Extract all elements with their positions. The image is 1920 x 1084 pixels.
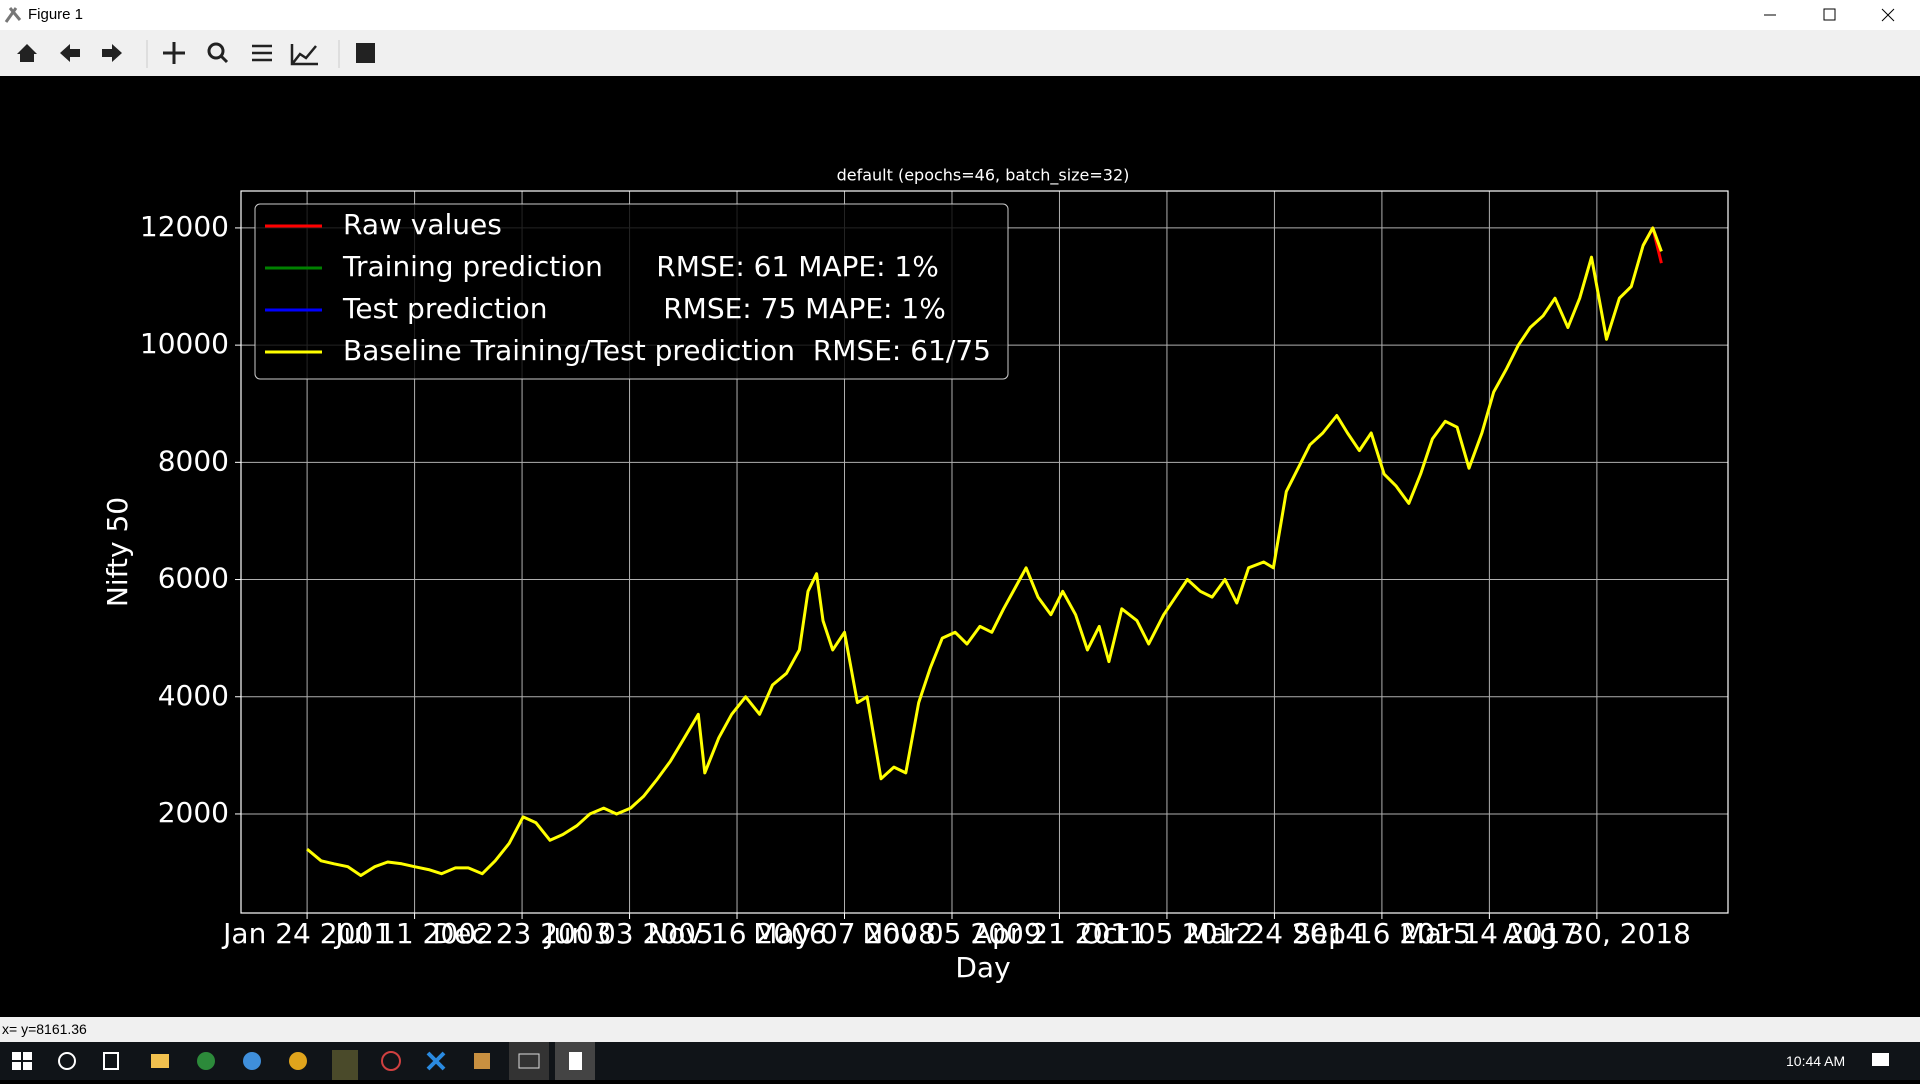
close-button[interactable] xyxy=(1881,8,1895,22)
status-bar: x= y=8161.36 xyxy=(0,1017,1920,1042)
x-tick-label: Dec 23 2003 xyxy=(433,917,612,950)
y-axis-label: Nifty 50 xyxy=(101,497,134,607)
cursor-readout: x= y=8161.36 xyxy=(2,1021,87,1037)
legend-label: Raw values xyxy=(343,208,502,241)
x-tick-label: Nov 05 2009 xyxy=(862,917,1041,950)
task-view-button[interactable] xyxy=(103,1052,119,1070)
y-tick-label: 4000 xyxy=(158,679,229,712)
app-icon[interactable] xyxy=(381,1051,401,1071)
app-icon-active[interactable] xyxy=(332,1050,358,1080)
x-tick-label: Oct 05 2012 xyxy=(1080,917,1253,950)
app-icon[interactable] xyxy=(474,1053,490,1069)
x-tick-label: Apr 21 2011 xyxy=(973,917,1146,950)
app-glyph xyxy=(518,1053,540,1069)
x-tick-label: Jun 03 2005 xyxy=(543,917,713,950)
notifications-button[interactable] xyxy=(1866,1042,1896,1080)
app-icon[interactable] xyxy=(243,1052,261,1070)
plot-frame xyxy=(240,190,1729,914)
x-tick-label: Nov 16 2006 xyxy=(647,917,826,950)
configure-button[interactable] xyxy=(252,44,272,62)
x-tick-label: May 07 2008 xyxy=(753,917,936,950)
edit-button[interactable] xyxy=(290,44,318,66)
x-tick-label: Sep 16 2015 xyxy=(1293,917,1470,950)
legend-label: Test prediction RMSE: 75 MAPE: 1% xyxy=(342,292,946,325)
restore-button[interactable] xyxy=(1823,8,1836,21)
explorer-app[interactable] xyxy=(151,1054,169,1068)
title-bar: Figure 1 xyxy=(0,0,1920,30)
taskbar: 10:44 AM xyxy=(0,1042,1920,1080)
app-icon xyxy=(4,7,22,23)
x-tick-label: Jul 11 2002 xyxy=(333,917,493,950)
start-button[interactable] xyxy=(12,1052,32,1070)
home-button[interactable] xyxy=(17,44,37,62)
legend-box xyxy=(254,203,1009,380)
x-tick-label: Jan 24 2001 xyxy=(221,917,391,950)
save-button[interactable] xyxy=(356,43,375,63)
pan-button[interactable] xyxy=(163,42,185,64)
search-button[interactable] xyxy=(58,1052,76,1070)
vscode-app[interactable] xyxy=(426,1051,446,1071)
x-tick-label: Mar 24 2014 xyxy=(1186,917,1364,950)
y-tick-label: 6000 xyxy=(158,562,229,595)
clock: 10:44 AM xyxy=(1786,1053,1846,1069)
y-tick-label: 10000 xyxy=(140,327,229,360)
taskbar-icons xyxy=(12,1042,595,1080)
chrome-app[interactable] xyxy=(289,1052,307,1070)
back-button[interactable] xyxy=(60,44,80,62)
forward-button[interactable] xyxy=(102,44,122,62)
x-tick-label: Aug 30, 2018 xyxy=(1503,917,1691,950)
chart: default (epochs=46, batch_size=32) Day N… xyxy=(101,166,1729,984)
window-controls xyxy=(1764,8,1895,22)
y-tick-label: 12000 xyxy=(140,210,229,243)
y-tick-label: 2000 xyxy=(158,796,229,829)
app-glyph xyxy=(569,1052,582,1070)
figure: default (epochs=46, batch_size=32) Day N… xyxy=(0,76,1920,1017)
toolbar-icons xyxy=(17,40,375,68)
app-icon-active[interactable] xyxy=(509,1042,549,1080)
chart-title: default (epochs=46, batch_size=32) xyxy=(837,166,1130,186)
x-axis-label: Day xyxy=(955,951,1010,984)
legend-label: Training prediction RMSE: 61 MAPE: 1% xyxy=(342,250,939,283)
series-line xyxy=(306,226,1663,877)
legend-label: Baseline Training/Test prediction RMSE: … xyxy=(343,334,991,367)
x-tick-label: Mar 14 2017 xyxy=(1401,917,1579,950)
y-tick-label: 8000 xyxy=(158,444,229,477)
window-title: Figure 1 xyxy=(28,6,84,23)
zoom-button[interactable] xyxy=(207,42,229,64)
app-icon[interactable] xyxy=(197,1052,215,1070)
toolbar xyxy=(0,30,1920,76)
